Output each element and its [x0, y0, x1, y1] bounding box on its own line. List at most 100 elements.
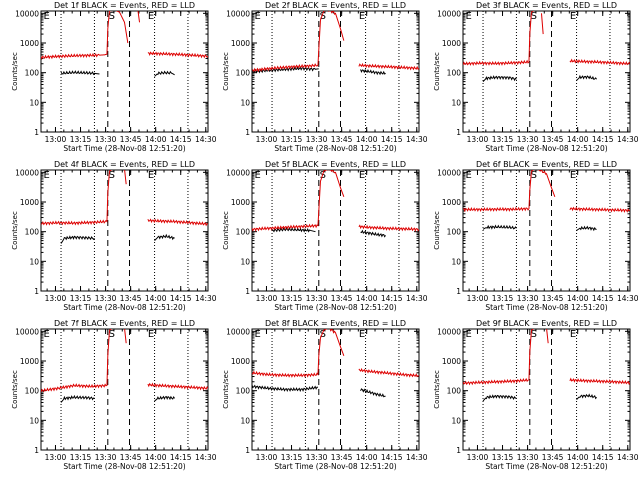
y-tick-label: 100: [25, 228, 40, 237]
x-tick-label: 13:45: [331, 294, 353, 303]
y-tick-label: 1: [456, 446, 461, 455]
y-tick-label: 1000: [20, 198, 39, 207]
y-tick-label: 1000: [231, 39, 250, 48]
event-marker-label: S: [109, 11, 115, 22]
y-tick-label: 10000: [15, 327, 39, 336]
x-tick-label: 13:15: [492, 135, 514, 144]
series-group: [463, 329, 630, 402]
x-tick-label: 14:00: [567, 294, 589, 303]
y-tick-label: 10000: [15, 9, 39, 18]
series-group: [41, 11, 208, 77]
plot-frame: [462, 10, 631, 133]
event-marker-label: E: [466, 11, 472, 22]
events-series-line: [60, 235, 95, 244]
y-tick-label: 1000: [20, 357, 39, 366]
y-tick-label: 100: [236, 387, 251, 396]
y-tick-label: 10000: [437, 327, 461, 336]
y-tick-label: 10000: [437, 168, 461, 177]
plot-frame: [462, 328, 631, 451]
y-axis-label: Counts/sec: [11, 52, 19, 91]
events-series-line: [576, 225, 597, 232]
y-tick-label: 1000: [20, 39, 39, 48]
event-marker-label: E: [570, 170, 576, 181]
events-series-line: [576, 74, 598, 81]
y-axis-label: Counts/sec: [433, 370, 441, 409]
lld-series-line: [569, 377, 630, 386]
x-tick-label: 14:30: [195, 294, 217, 303]
x-tick-label: 14:30: [406, 294, 428, 303]
event-marker-label: E: [44, 11, 50, 22]
y-tick-label: 100: [447, 228, 462, 237]
x-tick-label: 13:15: [492, 453, 514, 462]
x-tick-label: 13:00: [256, 135, 278, 144]
lld-series-line: [137, 11, 141, 23]
y-tick-label: 1000: [442, 357, 461, 366]
x-tick-label: 13:15: [492, 294, 514, 303]
x-tick-label: 13:30: [306, 294, 328, 303]
plot-frame: [251, 328, 420, 451]
lld-series-line: [41, 170, 113, 226]
events-series-line: [271, 227, 316, 233]
x-tick-label: 13:30: [95, 135, 117, 144]
x-tick-label: 13:30: [95, 294, 117, 303]
y-tick-label: 10: [29, 416, 39, 425]
y-tick-label: 10000: [226, 327, 250, 336]
x-axis-label: Start Time (28-Nov-08 12:51:20): [485, 303, 607, 312]
y-tick-label: 10000: [226, 168, 250, 177]
lld-series-line: [358, 62, 419, 71]
x-tick-label: 13:45: [331, 453, 353, 462]
y-axis-label: Counts/sec: [11, 370, 19, 409]
events-series-line: [60, 394, 95, 403]
y-tick-label: 10000: [226, 9, 250, 18]
y-tick-label: 1: [456, 128, 461, 137]
y-tick-label: 100: [447, 69, 462, 78]
y-tick-label: 100: [25, 69, 40, 78]
plot-frame: [462, 169, 631, 292]
x-tick-label: 14:15: [170, 453, 192, 462]
event-marker-label: E: [570, 11, 576, 22]
x-tick-label: 13:45: [120, 135, 142, 144]
y-tick-label: 1: [245, 128, 250, 137]
x-tick-label: 13:15: [70, 294, 92, 303]
series-group: [463, 11, 630, 82]
x-axis-label: Start Time (28-Nov-08 12:51:20): [63, 303, 185, 312]
event-marker-label: E: [44, 329, 50, 340]
events-series-line: [360, 68, 386, 76]
y-tick-label: 10: [29, 257, 39, 266]
x-tick-label: 14:15: [592, 294, 614, 303]
events-series-line: [360, 229, 386, 238]
lld-series-line: [358, 224, 419, 232]
plot-frame: [251, 10, 420, 133]
events-series-line: [60, 70, 100, 76]
y-tick-label: 1: [245, 446, 250, 455]
x-tick-label: 13:15: [281, 453, 303, 462]
y-tick-label: 1000: [442, 39, 461, 48]
event-marker-label: E: [359, 329, 365, 340]
x-tick-label: 13:30: [306, 453, 328, 462]
x-tick-label: 14:15: [381, 294, 403, 303]
y-tick-label: 1: [245, 287, 250, 296]
x-tick-label: 14:15: [170, 294, 192, 303]
panel-title: Det 4f BLACK = Events, RED = LLD: [54, 160, 195, 169]
y-axis-label: Counts/sec: [222, 52, 230, 91]
x-tick-label: 13:00: [256, 453, 278, 462]
lld-series-line: [463, 170, 556, 213]
x-axis-label: Start Time (28-Nov-08 12:51:20): [63, 462, 185, 471]
y-tick-label: 1: [34, 128, 39, 137]
y-tick-label: 1: [34, 446, 39, 455]
y-tick-label: 100: [236, 69, 251, 78]
event-marker-label: E: [148, 11, 154, 22]
panel-title: Det 1f BLACK = Events, RED = LLD: [54, 1, 195, 10]
x-tick-label: 13:30: [517, 453, 539, 462]
x-tick-label: 14:30: [195, 135, 217, 144]
x-tick-label: 13:00: [467, 294, 489, 303]
lld-series-line: [252, 329, 345, 378]
y-tick-label: 10: [240, 416, 250, 425]
y-axis-label: Counts/sec: [222, 211, 230, 250]
events-series-line: [154, 233, 175, 241]
lld-series-line: [546, 329, 549, 344]
y-tick-label: 1000: [442, 198, 461, 207]
series-group: [252, 329, 419, 398]
